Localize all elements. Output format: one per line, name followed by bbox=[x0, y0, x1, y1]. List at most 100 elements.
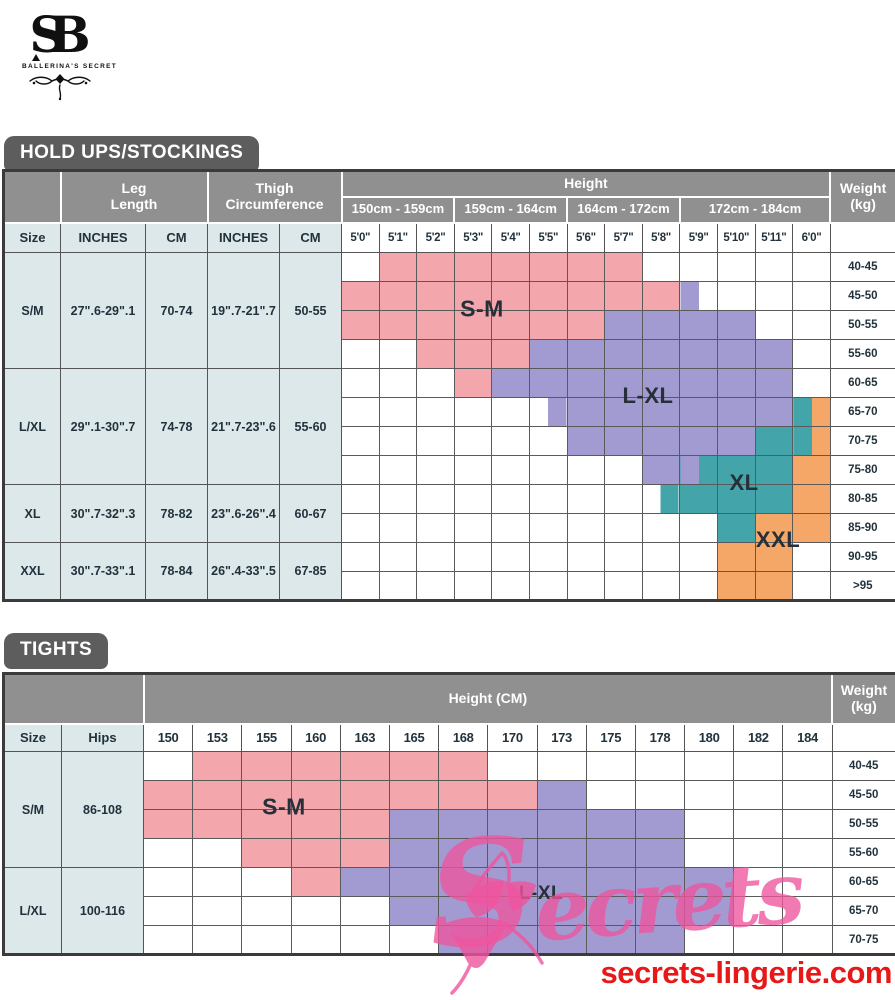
grid-cell bbox=[341, 310, 380, 340]
grid-cell bbox=[566, 571, 606, 601]
grid-cell bbox=[453, 339, 493, 369]
grid-cell bbox=[536, 780, 587, 810]
grid-cell bbox=[416, 252, 455, 282]
grid-cell bbox=[733, 925, 784, 955]
tab-holdups-stockings: HOLD UPS/STOCKINGS bbox=[4, 136, 260, 172]
subheader-cell: Size bbox=[3, 221, 61, 253]
grid-cell bbox=[341, 281, 380, 311]
grid-cell bbox=[782, 780, 833, 810]
grid-cell bbox=[566, 310, 606, 340]
corner-blank bbox=[2, 169, 62, 224]
grid-cell bbox=[378, 339, 418, 369]
grid-cell bbox=[634, 751, 686, 781]
size-label: XL bbox=[3, 484, 61, 543]
grid-cell bbox=[142, 780, 194, 810]
grid-cell bbox=[634, 809, 686, 839]
height-column-header: 153 bbox=[192, 722, 243, 752]
subheader-cell: Hips bbox=[61, 722, 144, 752]
grid-cell bbox=[634, 896, 686, 926]
grid-cell bbox=[339, 809, 390, 839]
grid-cell bbox=[782, 751, 833, 781]
grid-cell bbox=[528, 455, 568, 485]
grid-cell bbox=[684, 751, 735, 781]
measurement-value: 26".4-33".5 bbox=[207, 542, 280, 601]
grid-cell bbox=[716, 484, 756, 514]
grid-cell bbox=[491, 513, 530, 543]
grid-cell bbox=[378, 542, 418, 572]
grid-cell bbox=[453, 455, 493, 485]
grid-cell bbox=[782, 809, 833, 839]
height-column-header: 150 bbox=[142, 722, 194, 752]
grid-cell bbox=[716, 368, 756, 398]
height-header: Height (CM) bbox=[142, 672, 834, 725]
measurement-value: 70-74 bbox=[145, 252, 208, 369]
grid-cell bbox=[416, 455, 455, 485]
grid-cell bbox=[290, 809, 341, 839]
grid-cell bbox=[679, 397, 718, 427]
measurement-value: 30".7-32".3 bbox=[60, 484, 146, 543]
height-range-header: 172cm - 184cm bbox=[678, 195, 832, 224]
grid-cell bbox=[142, 925, 194, 955]
grid-cell bbox=[528, 426, 568, 456]
grid-cell bbox=[416, 339, 455, 369]
grid-cell bbox=[754, 252, 794, 282]
grid-cell bbox=[679, 542, 718, 572]
grid-cell bbox=[585, 896, 636, 926]
grid-cell bbox=[438, 896, 489, 926]
height-column-header: 5'8" bbox=[641, 221, 681, 253]
grid-cell bbox=[416, 397, 455, 427]
grid-cell bbox=[339, 896, 390, 926]
grid-cell bbox=[792, 513, 831, 543]
grid-cell bbox=[341, 455, 380, 485]
grid-cell bbox=[679, 513, 718, 543]
grid-cell bbox=[604, 397, 643, 427]
grid-cell bbox=[528, 252, 568, 282]
flourish-ornament bbox=[29, 74, 91, 101]
grid-cell bbox=[491, 426, 530, 456]
grid-cell bbox=[378, 281, 418, 311]
grid-cell bbox=[716, 281, 756, 311]
monogram-accent bbox=[32, 54, 40, 61]
grid-cell bbox=[241, 780, 292, 810]
grid-cell bbox=[585, 780, 636, 810]
grid-cell bbox=[453, 571, 493, 601]
subheader-cell: Size bbox=[3, 722, 62, 752]
grid-cell bbox=[641, 281, 681, 311]
grid-cell bbox=[782, 925, 833, 955]
grid-cell bbox=[378, 397, 418, 427]
grid-cell bbox=[487, 751, 538, 781]
grid-cell bbox=[684, 838, 735, 868]
measurement-value: 78-84 bbox=[145, 542, 208, 601]
grid-cell bbox=[733, 838, 784, 868]
grid-cell bbox=[453, 542, 493, 572]
weight-value: 70-75 bbox=[831, 925, 895, 955]
grid-cell bbox=[566, 426, 606, 456]
grid-cell bbox=[604, 513, 643, 543]
grid-cell bbox=[604, 368, 643, 398]
grid-cell bbox=[192, 838, 243, 868]
grid-cell bbox=[536, 867, 587, 897]
brand-logo: SB BALLERINA'S SECRET bbox=[22, 10, 118, 106]
grid-cell bbox=[604, 455, 643, 485]
grid-cell bbox=[378, 426, 418, 456]
grid-cell bbox=[341, 368, 380, 398]
grid-cell bbox=[241, 867, 292, 897]
subheader-cell: INCHES bbox=[207, 221, 280, 253]
grid-cell bbox=[679, 310, 718, 340]
weight-value: 70-75 bbox=[829, 426, 895, 456]
grid-cell bbox=[733, 780, 784, 810]
grid-cell bbox=[142, 809, 194, 839]
grid-cell bbox=[604, 542, 643, 572]
brand-name: BALLERINA'S SECRET bbox=[22, 63, 118, 70]
grid-cell bbox=[792, 281, 831, 311]
measurement-value: 55-60 bbox=[278, 368, 343, 485]
grid-cell bbox=[684, 896, 735, 926]
grid-cell bbox=[378, 310, 418, 340]
grid-cell bbox=[536, 925, 587, 955]
grid-cell bbox=[528, 368, 568, 398]
grid-cell bbox=[679, 484, 718, 514]
height-column-header: 5'2" bbox=[416, 221, 455, 253]
height-column-header: 155 bbox=[241, 722, 292, 752]
height-column-header: 182 bbox=[733, 722, 784, 752]
grid-cell bbox=[487, 838, 538, 868]
